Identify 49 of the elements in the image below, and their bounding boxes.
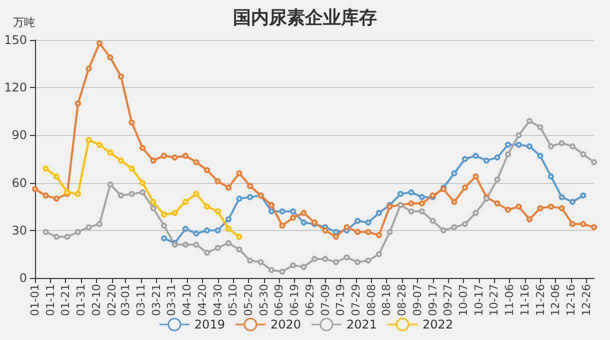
y-axis-title: 万吨 [13, 16, 35, 29]
x-tick-label: 04-20 [196, 284, 209, 316]
legend-label: 2019 [194, 318, 225, 332]
x-tick-label: 05-30 [257, 284, 270, 316]
legend-label: 2020 [270, 318, 302, 332]
chart-title: 国内尿素企业库存 [233, 8, 377, 28]
x-tick-label: 04-10 [180, 284, 194, 316]
x-tick-label: 02-10 [90, 284, 103, 316]
x-tick-label: 07-09 [318, 284, 332, 316]
x-tick-label: 09-17 [426, 284, 440, 316]
x-tick-label: 03-11 [134, 284, 148, 316]
legend-label: 2022 [422, 318, 454, 332]
y-tick-label: 90 [12, 128, 27, 142]
x-tick-label: 06-19 [288, 284, 302, 316]
x-tick-label: 03-01 [119, 284, 132, 316]
x-tick-label: 05-20 [242, 284, 255, 316]
x-tick-label: 03-21 [150, 284, 163, 316]
x-tick-label: 01-11 [44, 284, 57, 316]
legend-label: 2021 [346, 318, 378, 332]
x-tick-label: 02-20 [105, 284, 118, 316]
x-tick-label: 08-08 [364, 284, 378, 316]
x-tick-label: 07-29 [349, 284, 362, 316]
x-tick-label: 11-16 [518, 284, 532, 316]
y-tick-label: 30 [12, 223, 27, 238]
x-tick-label: 06-09 [272, 284, 286, 316]
y-tick-label: 0 [19, 271, 27, 285]
x-tick-label: 10-27 [488, 284, 501, 316]
x-tick-label: 04-30 [211, 284, 224, 316]
x-tick-label: 12-06 [549, 284, 562, 316]
x-tick-label: 01-01 [28, 284, 42, 316]
x-tick-label: 09-07 [410, 284, 424, 316]
x-tick-label: 09-27 [442, 284, 455, 316]
x-tick-label: 12-26 [580, 284, 593, 316]
x-tick-label: 11-26 [534, 284, 547, 316]
x-tick-label: 12-16 [564, 284, 578, 316]
x-tick-label: 08-28 [396, 284, 409, 316]
x-tick-label: 07-19 [334, 284, 348, 316]
y-tick-label: 120 [4, 80, 27, 95]
x-tick-label: 01-31 [74, 284, 88, 316]
x-tick-label: 06-29 [303, 284, 316, 316]
y-tick-label: 60 [12, 176, 27, 190]
x-tick-label: 10-07 [456, 284, 470, 316]
x-tick-label: 01-21 [59, 284, 72, 316]
x-tick-label: 11-06 [503, 284, 516, 316]
x-tick-label: 03-31 [165, 284, 178, 316]
y-tick-label: 150 [4, 33, 27, 47]
x-tick-label: 10-17 [472, 284, 486, 316]
x-tick-label: 05-10 [226, 284, 240, 316]
x-tick-label: 08-18 [380, 284, 394, 316]
